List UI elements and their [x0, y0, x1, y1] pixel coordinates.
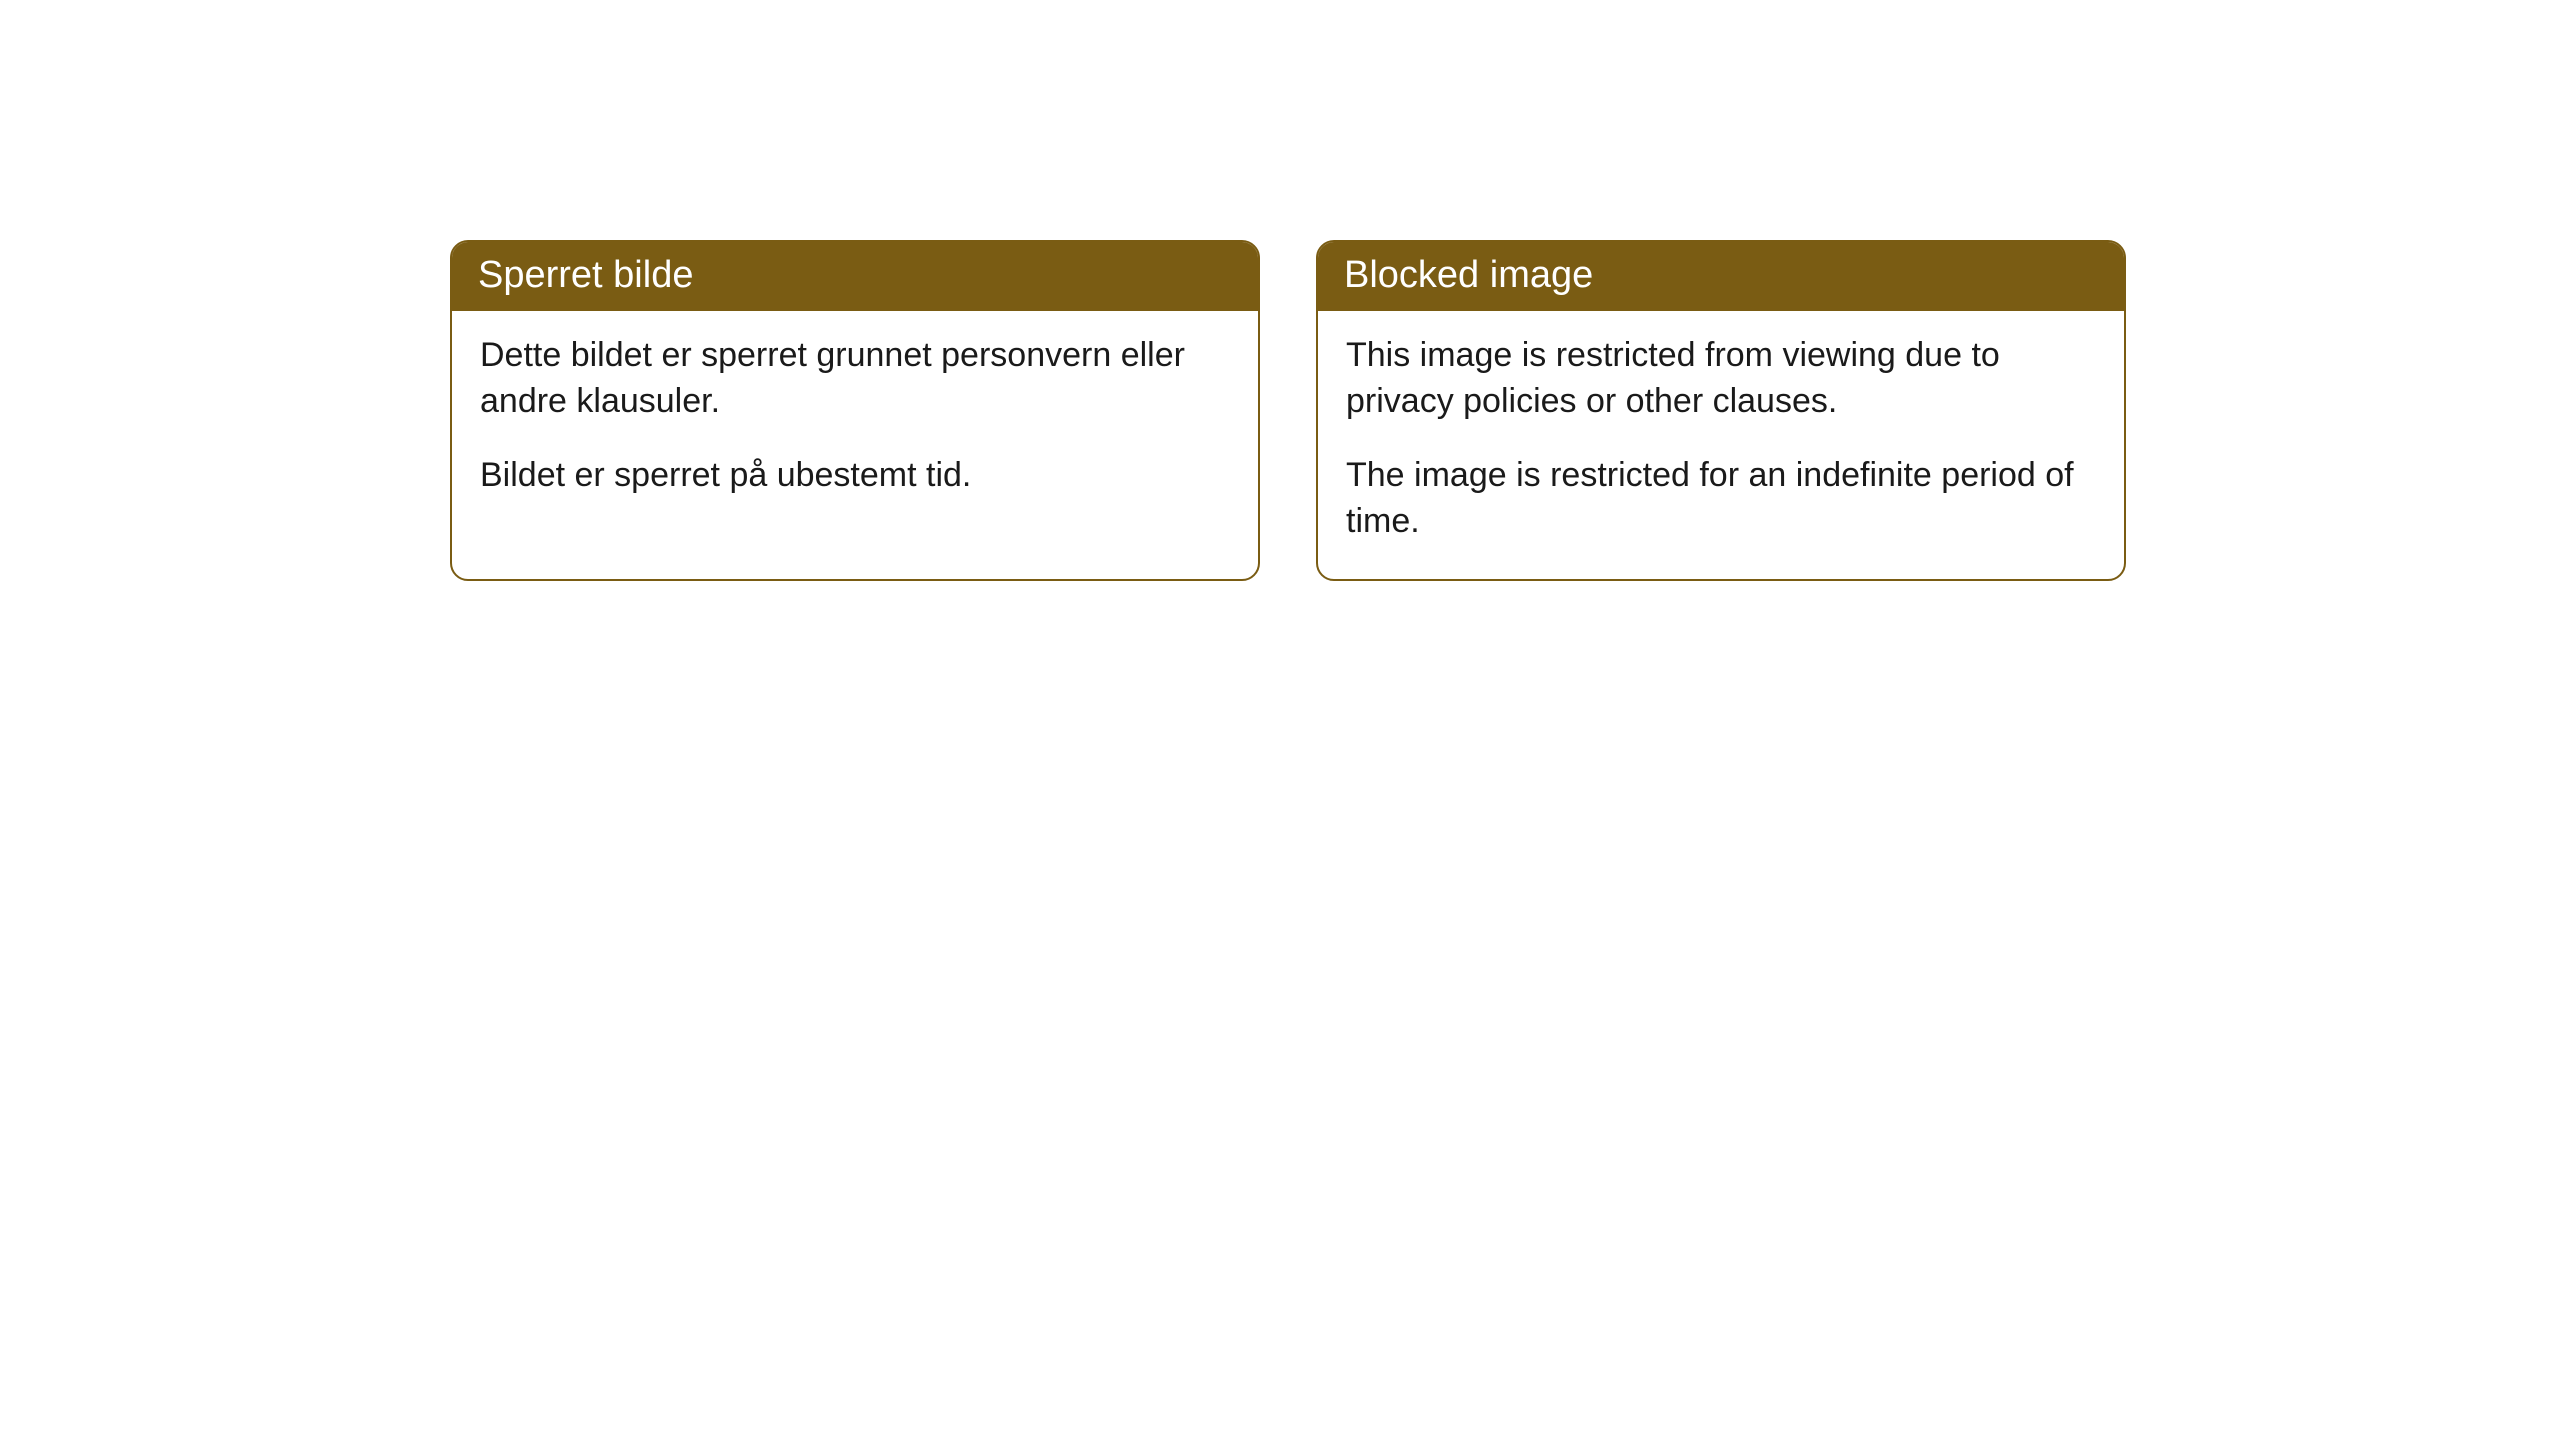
- card-paragraph: This image is restricted from viewing du…: [1346, 333, 2096, 425]
- card-paragraph: Dette bildet er sperret grunnet personve…: [480, 333, 1230, 425]
- card-title: Sperret bilde: [478, 254, 693, 296]
- card-paragraph: The image is restricted for an indefinit…: [1346, 453, 2096, 545]
- card-header: Sperret bilde: [452, 242, 1258, 311]
- card-body: Dette bildet er sperret grunnet personve…: [452, 311, 1258, 533]
- notice-cards-container: Sperret bilde Dette bildet er sperret gr…: [0, 0, 2560, 581]
- blocked-image-card-no: Sperret bilde Dette bildet er sperret gr…: [450, 240, 1260, 581]
- card-header: Blocked image: [1318, 242, 2124, 311]
- card-paragraph: Bildet er sperret på ubestemt tid.: [480, 453, 1230, 499]
- blocked-image-card-en: Blocked image This image is restricted f…: [1316, 240, 2126, 581]
- card-title: Blocked image: [1344, 254, 1593, 296]
- card-body: This image is restricted from viewing du…: [1318, 311, 2124, 579]
